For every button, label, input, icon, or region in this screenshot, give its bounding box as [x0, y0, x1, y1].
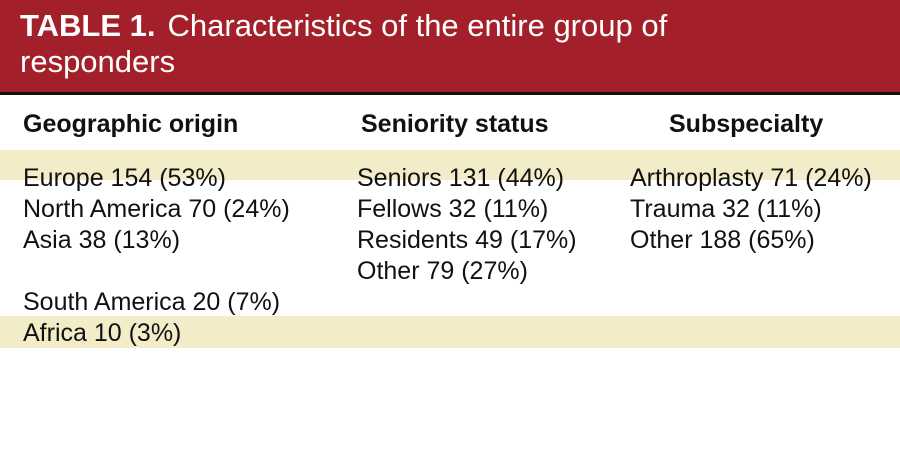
title-line-2: responders — [20, 44, 900, 80]
column-seniority-status: Seniors 131 (44%) Fellows 32 (11%) Resid… — [357, 163, 587, 287]
shaded-band — [0, 316, 900, 348]
table-title-banner: TABLE 1. Characteristics of the entire gr… — [0, 0, 900, 92]
table-cell: Seniors 131 (44%) — [357, 164, 565, 192]
table-cell: Africa 10 (3%) — [23, 319, 182, 347]
table-title-text-2: responders — [20, 44, 176, 79]
shaded-band — [0, 150, 900, 180]
header-seniority-status: Seniority status — [361, 110, 549, 138]
table-cell: Europe 154 (53%) — [23, 164, 226, 192]
title-line-1: TABLE 1. Characteristics of the entire gr… — [20, 8, 900, 44]
table-title-text-1: Characteristics of the entire group of — [167, 8, 668, 43]
table-cell: Fellows 32 (11%) — [357, 195, 549, 223]
header-subspecialty: Subspecialty — [669, 110, 824, 138]
table-number: TABLE 1. — [20, 8, 156, 43]
column-geographic-origin: Europe 154 (53%) North America 70 (24%) … — [23, 163, 323, 349]
header-geographic-origin: Geographic origin — [23, 110, 239, 138]
table-cell: Arthroplasty 71 (24%) — [630, 164, 872, 192]
table-cell: Asia 38 (13%) — [23, 226, 181, 254]
table-cell: North America 70 (24%) — [23, 195, 290, 223]
table-cell: Trauma 32 (11%) — [630, 195, 822, 223]
column-subspecialty: Arthroplasty 71 (24%) Trauma 32 (11%) Ot… — [630, 163, 890, 256]
header-rule — [0, 92, 900, 95]
table-cell: Other 79 (27%) — [357, 257, 528, 285]
column-header-row: Geographic origin Seniority status Subsp… — [0, 108, 900, 142]
table-cell: Residents 49 (17%) — [357, 226, 577, 254]
table-cell: Other 188 (65%) — [630, 226, 815, 254]
table-cell: South America 20 (7%) — [23, 288, 281, 316]
